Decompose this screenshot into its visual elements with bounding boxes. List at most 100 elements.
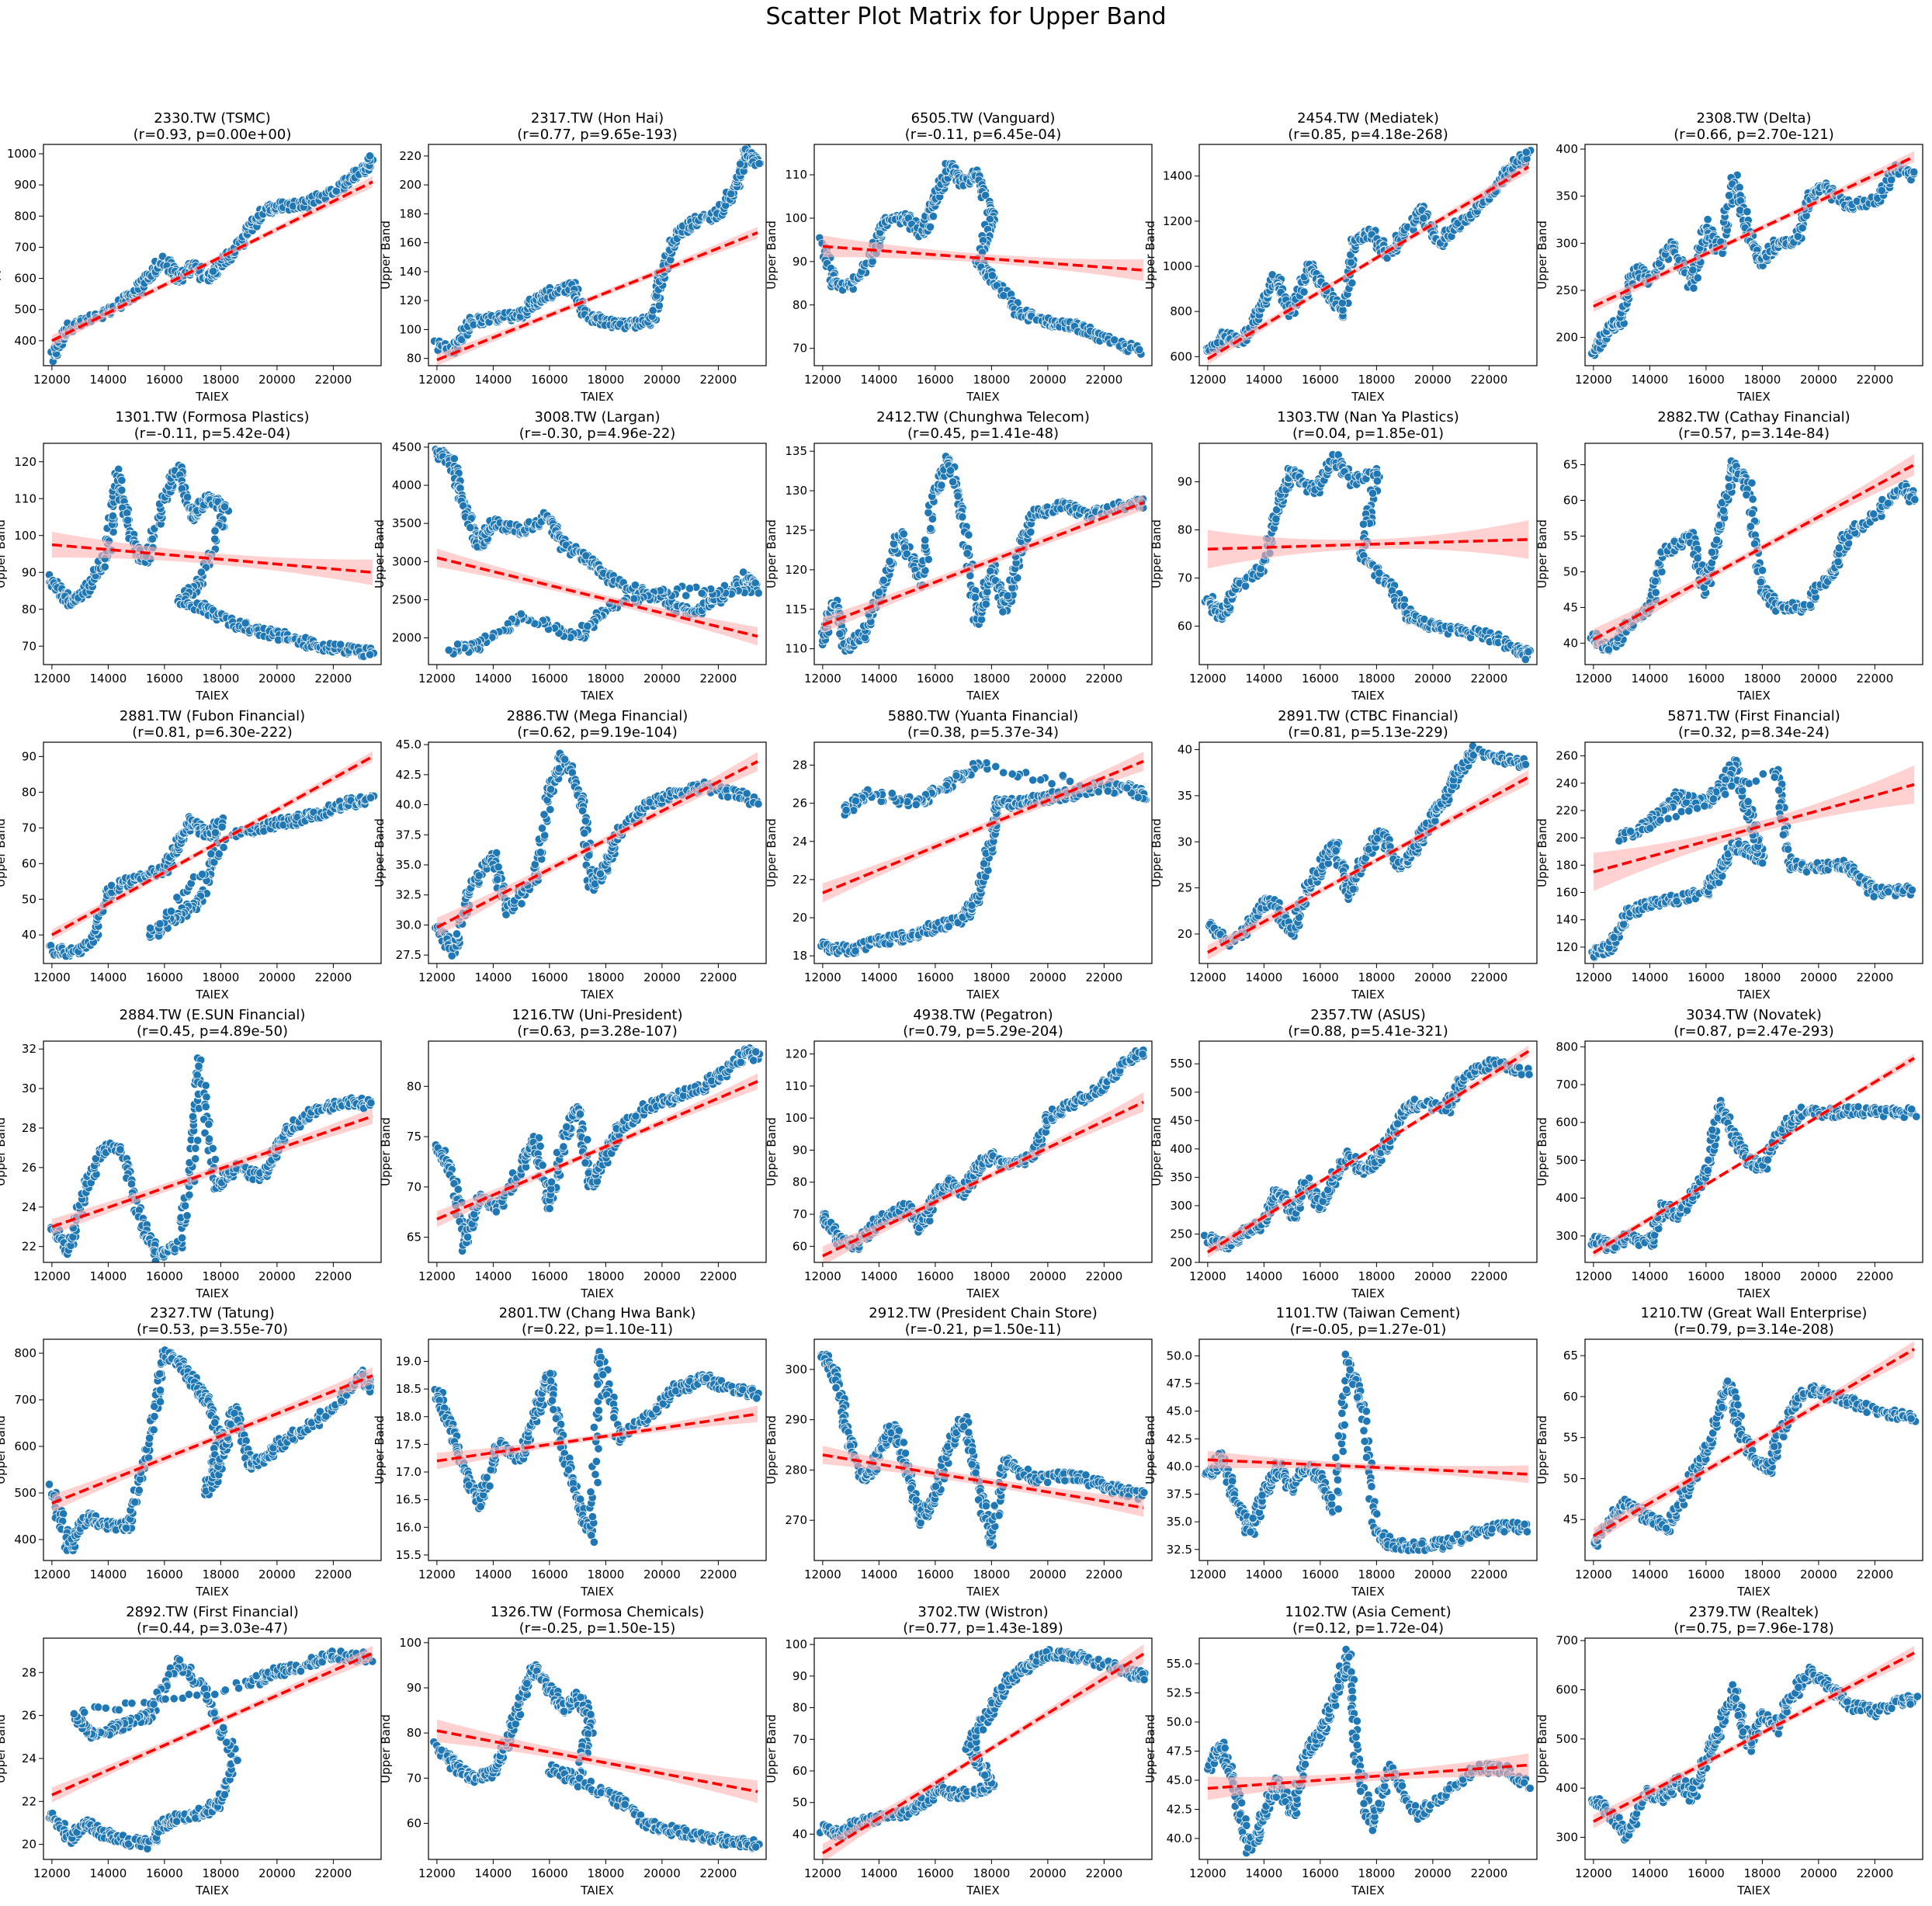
data-point: [1743, 207, 1752, 217]
regression-line: [1593, 155, 1915, 308]
x-tick-label: 22000: [1471, 672, 1508, 686]
x-tick-label: 12000: [804, 373, 841, 387]
y-tick-label: 100: [399, 322, 421, 336]
subplot-5: 12000 14000 16000 18000 20000 220007080901001…: [0, 409, 382, 703]
data-point: [583, 621, 592, 631]
x-tick-label: 22000: [1086, 373, 1123, 387]
data-point: [1372, 477, 1382, 486]
data-point: [976, 615, 987, 624]
subplot-title: 3008.TW (Largan): [534, 409, 660, 425]
y-tick-label: 110: [785, 168, 807, 182]
subplot-title: 2308.TW (Delta): [1696, 110, 1811, 127]
x-tick-label: 14000: [1632, 373, 1669, 387]
data-point: [1724, 482, 1734, 491]
data-point: [336, 640, 345, 649]
y-tick-label: 2500: [392, 592, 421, 606]
subplot-2: 12000 14000 16000 18000 20000 220007080901001…: [765, 110, 1153, 404]
plot-frame: [1198, 144, 1538, 366]
subplot-title: 2317.TW (Hon Hai): [531, 110, 664, 127]
data-point: [921, 536, 930, 545]
x-tick-label: 16000: [531, 672, 568, 686]
y-axis-label: Upper Band: [1150, 519, 1164, 588]
data-point: [1703, 215, 1712, 224]
data-point: [1521, 654, 1530, 664]
confidence-band: [436, 227, 758, 366]
data-point: [1757, 566, 1767, 575]
y-tick-label: 80: [407, 352, 421, 366]
x-tick-label: 12000: [33, 373, 71, 387]
data-point: [953, 491, 963, 501]
data-point: [937, 481, 946, 490]
y-tick-label: 80: [793, 298, 807, 312]
x-axis-label: TAIEX: [966, 689, 999, 703]
subplot-title: 1301.TW (Formosa Plastics): [115, 409, 309, 425]
x-tick-label: 16000: [1687, 373, 1725, 387]
plot-area: [47, 151, 377, 366]
x-tick-label: 12000: [804, 672, 841, 686]
y-tick-label: 100: [785, 211, 807, 225]
plot-frame: [43, 144, 382, 366]
plot-area: [1202, 146, 1535, 365]
data-point: [1338, 305, 1348, 314]
y-tick-label: 120: [785, 563, 807, 577]
y-tick-label: 90: [1178, 475, 1192, 489]
y-tick-label: 90: [22, 565, 36, 579]
x-tick-label: 12000: [418, 672, 456, 686]
data-point: [885, 557, 894, 566]
data-point: [964, 530, 973, 540]
data-point: [685, 584, 695, 593]
data-point: [1026, 527, 1035, 536]
x-tick-label: 22000: [1471, 373, 1508, 387]
y-axis-label: Upper Band: [765, 220, 779, 290]
data-point: [928, 212, 938, 221]
subplot-stats: (r=0.93, p=0.00e+00): [134, 127, 292, 143]
x-axis-label: TAIEX: [966, 390, 999, 404]
data-point: [736, 159, 745, 168]
data-point: [754, 588, 763, 598]
y-axis-label: Upper Band: [1535, 220, 1549, 290]
y-tick-label: 250: [1556, 283, 1578, 297]
x-axis-label: TAIEX: [580, 689, 613, 703]
data-point: [241, 619, 250, 628]
data-point: [1719, 505, 1728, 516]
y-tick-label: 900: [14, 178, 36, 192]
x-tick-label: 18000: [973, 373, 1011, 387]
data-point: [1688, 266, 1698, 275]
data-point: [220, 502, 230, 512]
x-tick-label: 14000: [90, 672, 127, 686]
data-point: [123, 516, 133, 525]
y-tick-label: 700: [14, 240, 36, 254]
y-tick-label: 130: [785, 484, 807, 498]
subplot-3: 12000 14000 16000 18000 20000 220006008001000…: [1143, 110, 1538, 404]
confidence-band: [822, 235, 1144, 281]
x-tick-label: 20000: [1800, 373, 1837, 387]
data-point: [875, 588, 884, 597]
x-tick-label: 18000: [203, 373, 240, 387]
x-tick-label: 18000: [973, 672, 1011, 686]
y-tick-label: 135: [785, 444, 807, 458]
data-point: [998, 607, 1008, 616]
plot-area: [1587, 151, 1919, 360]
data-point: [117, 476, 127, 485]
y-tick-label: 800: [1170, 304, 1192, 318]
plot-frame: [428, 144, 767, 366]
x-tick-label: 14000: [90, 373, 127, 387]
y-tick-label: 120: [14, 455, 36, 469]
x-tick-label: 18000: [588, 672, 625, 686]
regression-line: [436, 231, 758, 362]
subplot-stats: (r=0.04, p=1.85e-01): [1292, 425, 1444, 442]
data-point: [210, 526, 220, 536]
regression-line: [822, 245, 1144, 272]
data-point: [108, 512, 117, 521]
y-tick-label: 350: [1556, 189, 1578, 203]
data-point: [209, 266, 218, 276]
data-point: [999, 291, 1008, 300]
x-tick-label: 22000: [700, 373, 737, 387]
data-point: [648, 306, 657, 315]
x-tick-label: 12000: [1189, 373, 1226, 387]
data-point: [1003, 591, 1012, 600]
plot-area: [1586, 453, 1920, 655]
data-point: [860, 633, 869, 642]
data-point: [1358, 519, 1368, 529]
y-tick-label: 115: [785, 602, 807, 616]
